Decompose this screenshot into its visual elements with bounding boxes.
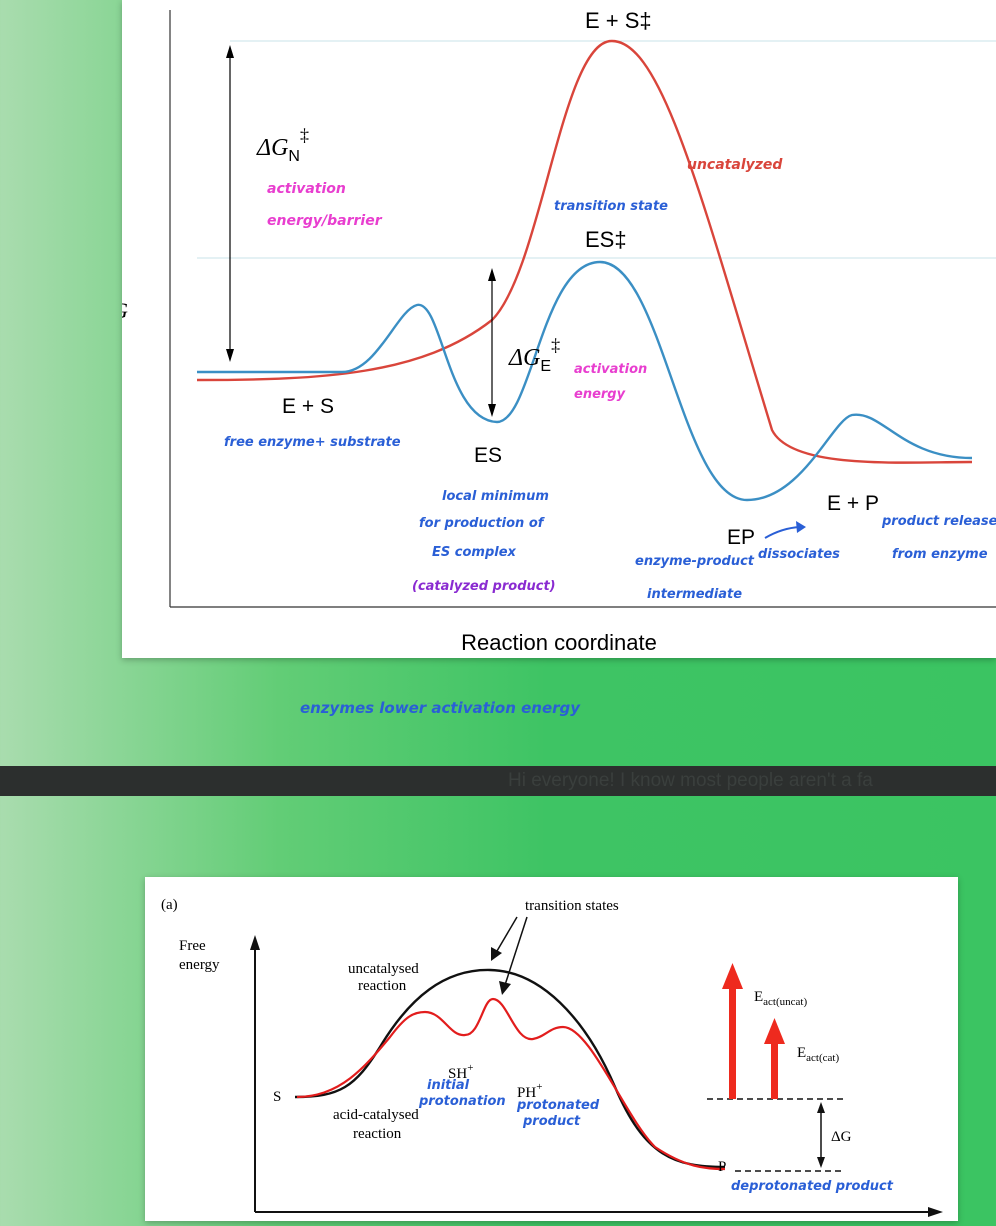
note-uncatalyzed: uncatalyzed: [687, 157, 783, 173]
note-activation-e-2: energy: [574, 387, 626, 402]
transition-states-label: transition states: [525, 898, 619, 914]
eact-uncat-arrow-head-icon: [722, 963, 743, 989]
arrow-head-up-icon: [226, 45, 234, 58]
e-plus-s-label: E + S: [282, 395, 334, 418]
catalyzed-curve: [197, 260, 973, 502]
uncatalysed-curve: [294, 968, 726, 1169]
es-label: ES: [474, 444, 502, 467]
note-initial-1: initial: [427, 1078, 470, 1093]
catalysed-curve: [296, 997, 726, 1171]
cat-label-1: acid-catalysed: [333, 1107, 419, 1123]
caption-area: enzymes lower activation energy: [300, 699, 581, 717]
note-deprotonated: deprotonated product: [731, 1179, 894, 1194]
note-activation-1: activation: [267, 181, 346, 197]
eact-uncat-arrow: [729, 987, 736, 1099]
arrow-head-down-icon: [226, 349, 234, 362]
enzyme-energy-diagram: G E + S‡ ES‡ ΔGN‡ ΔGE‡ E + S ES EP E + P…: [112, 8, 996, 655]
arrow-head-up-icon: [488, 268, 496, 281]
uncatalyzed-curve: [196, 39, 973, 464]
divider-text: Hi everyone! I know most people aren't a…: [508, 770, 873, 791]
delta-g-label: ΔG: [831, 1129, 852, 1145]
note-local-min-2: for production of: [419, 516, 546, 531]
e-plus-p-label: E + P: [827, 492, 879, 515]
x-axis-label: Reaction coordinate: [461, 630, 657, 655]
eact-uncat-label: Eact(uncat): [754, 989, 807, 1008]
acid-catalysis-diagram: (a) Free energy transition states uncata…: [161, 897, 943, 1217]
ep-label: EP: [727, 526, 755, 549]
arrow-head-up-icon: [817, 1102, 825, 1113]
uncat-label-1: uncatalysed: [348, 961, 419, 977]
uncat-transition-label: E + S‡: [585, 8, 652, 33]
note-catalyzed-product: (catalyzed product): [412, 579, 556, 594]
sh-label: SH+: [448, 1062, 473, 1082]
note-local-min-1: local minimum: [442, 489, 549, 504]
x-axis-arrow-icon: [928, 1207, 943, 1217]
arrow-head-down-icon: [488, 404, 496, 417]
note-enzyme-product-2: intermediate: [647, 587, 742, 602]
s-label: S: [273, 1089, 281, 1105]
y-axis-arrow-icon: [250, 935, 260, 950]
ts-pointer-2: [504, 916, 528, 986]
p-label: P: [718, 1159, 726, 1175]
ts-pointer-head-icon: [491, 947, 502, 961]
note-enzyme-product-1: enzyme-product: [635, 554, 755, 569]
note-initial-2: protonation: [418, 1094, 506, 1109]
note-dissociates: dissociates: [758, 547, 840, 562]
bottom-section: (a) Free energy transition states uncata…: [0, 796, 996, 1221]
acid-catalysis-card: (a) Free energy transition states uncata…: [145, 877, 958, 1221]
ts-pointer-1: [496, 916, 518, 952]
note-activation-2: energy/barrier: [267, 213, 383, 229]
divider-bar: Hi everyone! I know most people aren't a…: [0, 766, 996, 796]
uncat-label-2: reaction: [358, 978, 407, 994]
eact-cat-label: Eact(cat): [797, 1045, 839, 1064]
note-protonated-1: protonated: [516, 1098, 600, 1113]
delta-gn-label: ΔGN‡: [256, 125, 309, 165]
note-transition-state: transition state: [554, 199, 668, 214]
y-axis-label-1: Free: [179, 938, 206, 954]
note-protonated-2: product: [522, 1114, 581, 1129]
note-arrow-head-icon: [796, 521, 806, 533]
cat-transition-label: ES‡: [585, 227, 627, 252]
ph-label: PH+: [517, 1081, 542, 1101]
note-product-release-1: product release: [881, 514, 996, 529]
cat-label-2: reaction: [353, 1126, 402, 1142]
ts-pointer-head-icon: [499, 981, 511, 995]
eact-cat-arrow-head-icon: [764, 1018, 785, 1044]
note-activation-e-1: activation: [574, 362, 647, 377]
energy-diagram-card: G E + S‡ ES‡ ΔGN‡ ΔGE‡ E + S ES EP E + P…: [112, 0, 996, 658]
note-local-min-3: ES complex: [432, 545, 517, 560]
top-section: G E + S‡ ES‡ ΔGN‡ ΔGE‡ E + S ES EP E + P…: [112, 0, 996, 717]
note-free-enzyme: free enzyme+ substrate: [224, 435, 401, 450]
eact-cat-arrow: [771, 1042, 778, 1099]
caption: enzymes lower activation energy: [300, 699, 581, 717]
arrow-head-down-icon: [817, 1157, 825, 1168]
panel-label: (a): [161, 897, 178, 913]
note-arrow: [764, 526, 801, 539]
y-axis-label: G: [122, 298, 128, 323]
note-product-release-2: from enzyme: [892, 547, 988, 562]
delta-ge-label: ΔGE‡: [508, 335, 560, 375]
y-axis-label-2: energy: [179, 957, 220, 973]
